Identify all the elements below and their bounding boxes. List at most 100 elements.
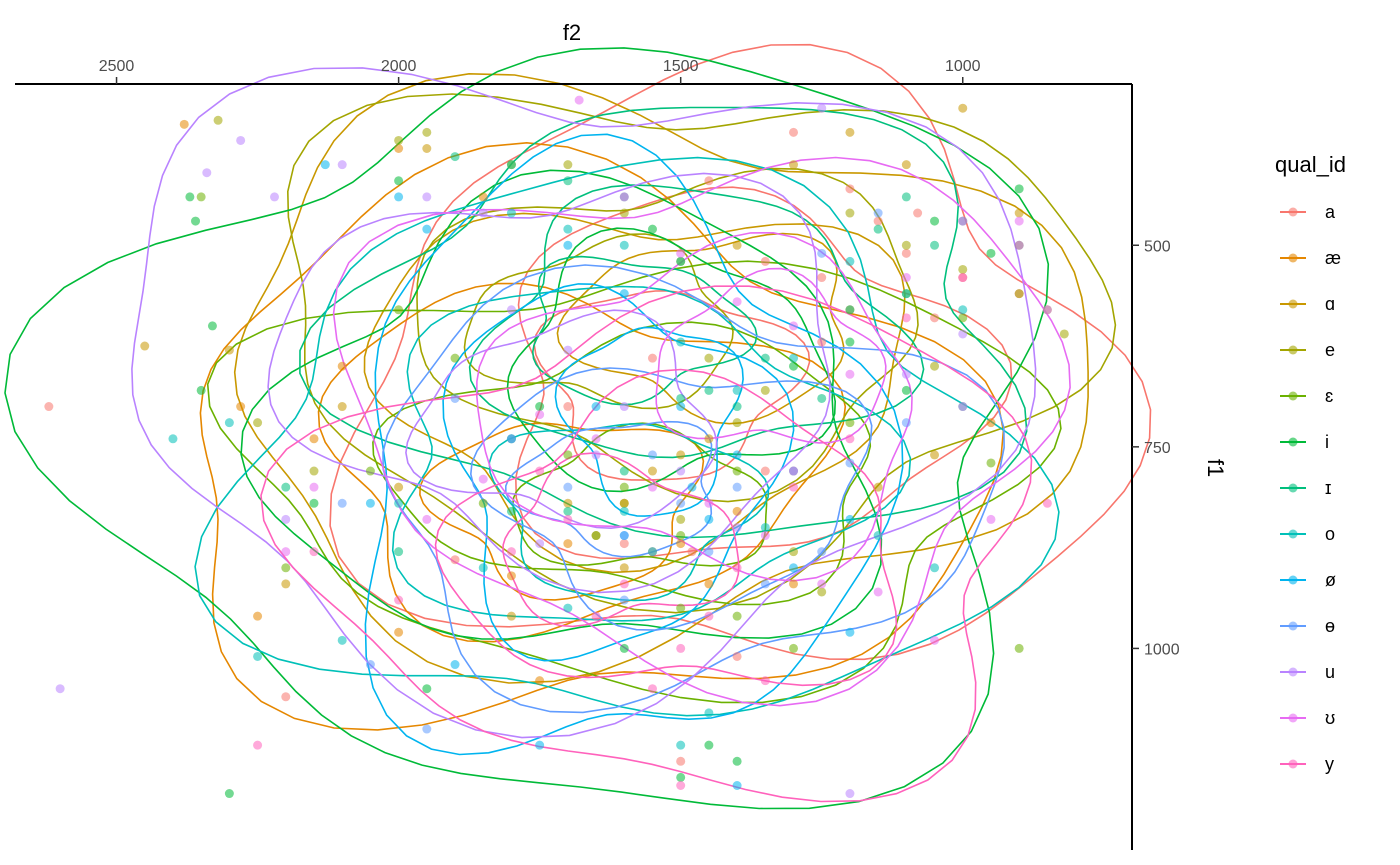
contour-line [502,452,740,628]
data-point [789,466,799,476]
data-point [817,547,827,557]
data-point [958,273,968,283]
data-point [506,611,516,621]
data-point [845,256,855,266]
data-point [535,410,545,420]
data-point [55,684,65,694]
data-point [309,498,319,508]
data-point [506,547,516,557]
data-point [789,547,799,557]
legend-item: ɑ [1280,294,1335,314]
legend-key-point [1288,621,1298,631]
data-point [676,531,686,541]
y-axis-right: 500 750 1000 [1131,84,1180,850]
x-axis-top: 2500 2000 1500 1000 [15,58,1132,85]
legend-key-point [1288,299,1298,309]
data-point [563,603,573,613]
data-point [901,240,911,250]
data-point [365,498,375,508]
legend-item: y [1280,754,1334,774]
legend-key-point [1288,437,1298,447]
contour-line [434,368,898,687]
data-point [394,192,404,202]
legend-label: ɑ [1325,294,1335,314]
data-point [958,264,968,274]
data-point [337,361,347,371]
data-point [365,466,375,476]
data-point [986,418,996,428]
data-point [422,514,432,524]
legend-label: o [1325,524,1335,544]
data-point [958,216,968,226]
data-point [619,579,629,589]
data-point [647,450,657,460]
data-point [563,514,573,524]
data-point [901,273,911,283]
data-point [422,684,432,694]
legend-item: i [1280,432,1329,452]
data-point [789,579,799,589]
data-point [168,434,178,444]
data-point [732,563,742,573]
data-point [450,152,460,162]
data-point [619,240,629,250]
data-point [422,724,432,734]
data-point [320,160,330,170]
data-point [901,289,911,299]
data-point [732,522,742,532]
data-point [281,563,291,573]
data-point [676,466,686,476]
data-point [563,240,573,250]
data-point [1042,498,1052,508]
data-point [394,176,404,186]
data-point [676,450,686,460]
data-point [760,385,770,395]
data-point [958,103,968,113]
data-point [732,240,742,250]
data-point [337,160,347,170]
legend-key-point [1288,575,1298,585]
legend: qual_id a æ ɑ e ɛ i ɪ o ø ɵ u ʊ y [1275,152,1346,774]
data-point [619,539,629,549]
data-point [506,208,516,218]
x-tick-label: 1500 [663,58,699,75]
contour-line [416,167,919,503]
contour-group-12 [332,156,1071,707]
data-point [185,192,195,202]
data-point [845,434,855,444]
data-point [207,321,217,331]
data-point [676,393,686,403]
data-point [647,547,657,557]
data-point [337,498,347,508]
data-point [281,482,291,492]
data-point [760,522,770,532]
data-point [281,514,291,524]
legend-key-point [1288,529,1298,539]
data-point [817,587,827,597]
data-point [1042,305,1052,315]
data-point [563,224,573,234]
data-points [44,95,1069,799]
legend-label: i [1325,432,1329,452]
data-point [676,756,686,766]
data-point [845,305,855,315]
density-contours [4,43,1152,810]
data-point [930,361,940,371]
data-point [817,103,827,113]
legend-key-point [1288,345,1298,355]
x-tick-label: 2000 [381,58,417,75]
data-point [506,305,516,315]
data-point [270,192,280,202]
data-point [845,514,855,524]
data-point [563,345,573,355]
data-point [789,353,799,363]
data-point [236,135,246,145]
contour-group-13 [260,285,1033,803]
data-point [506,434,516,444]
contour-line [468,184,925,459]
data-point [309,466,319,476]
data-point [619,498,629,508]
data-point [845,127,855,137]
legend-label: ʊ [1325,708,1335,728]
